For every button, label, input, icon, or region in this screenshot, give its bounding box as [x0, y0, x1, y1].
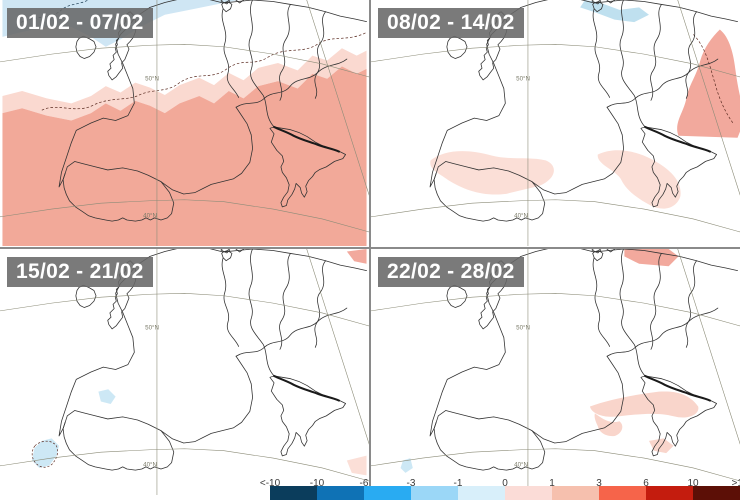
svg-text:50°N: 50°N [516, 325, 530, 332]
svg-text:40°N: 40°N [143, 212, 157, 219]
svg-text:50°N: 50°N [145, 325, 159, 332]
svg-text:40°N: 40°N [514, 212, 528, 219]
svg-text:50°N: 50°N [516, 76, 530, 83]
svg-text:50°N: 50°N [145, 76, 159, 83]
svg-text:40°N: 40°N [514, 461, 528, 468]
svg-text:40°N: 40°N [143, 461, 157, 468]
